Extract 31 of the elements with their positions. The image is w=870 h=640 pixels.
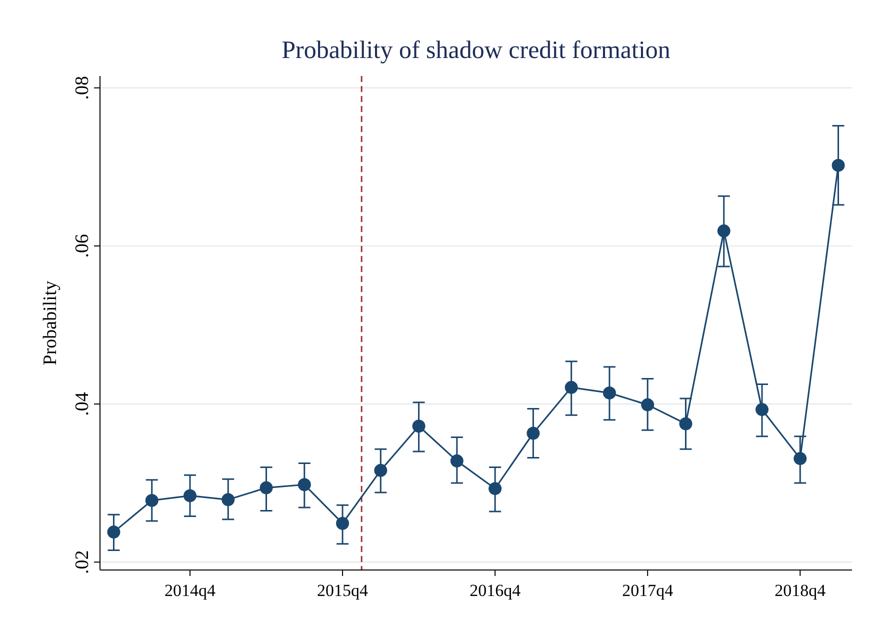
y-tick-label: .04: [72, 392, 93, 416]
point: [641, 398, 654, 412]
point: [336, 516, 350, 530]
point: [183, 489, 196, 502]
x-tick-label: 2014q4: [164, 581, 216, 600]
point: [145, 494, 158, 507]
y-axis-title: Probability: [40, 280, 61, 366]
point: [564, 380, 578, 394]
point: [794, 452, 807, 466]
point: [260, 481, 273, 494]
point: [412, 420, 426, 433]
point: [679, 417, 692, 430]
y-tick-label: .08: [72, 76, 93, 100]
x-tick-label: 2015q4: [317, 581, 369, 600]
point: [756, 403, 769, 416]
chart-title: Probability of shadow credit formation: [282, 37, 671, 64]
y-tick-label: .06: [72, 234, 93, 258]
x-tick-label: 2017q4: [622, 581, 674, 600]
x-tick-label: 2018q4: [774, 581, 826, 600]
y-tick-label: .02: [72, 550, 93, 574]
x-tick-label: 2016q4: [470, 581, 522, 600]
point: [450, 454, 464, 468]
point: [526, 426, 540, 440]
point: [298, 478, 311, 492]
point: [717, 224, 730, 238]
point: [488, 482, 502, 496]
point: [832, 158, 845, 172]
point: [602, 386, 616, 400]
point: [374, 464, 388, 477]
point: [222, 493, 235, 506]
point: [107, 526, 120, 539]
